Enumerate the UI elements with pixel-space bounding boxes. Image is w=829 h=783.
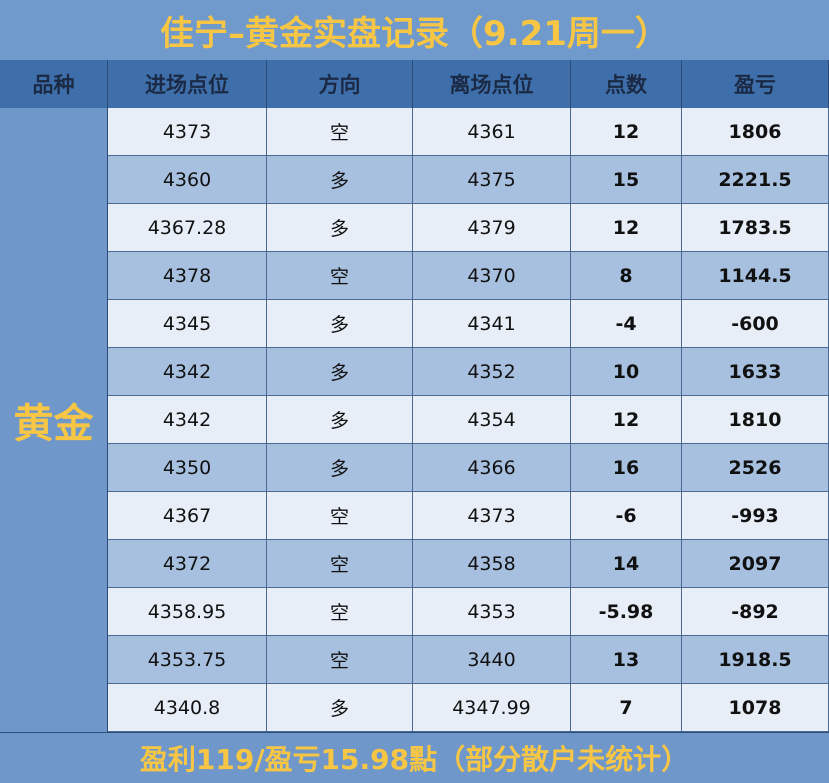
- table-cell: 4347.99: [413, 684, 571, 731]
- table-row: 4350 多 4366 16 2526: [108, 444, 829, 492]
- table-cell: 8: [571, 252, 682, 299]
- table-cell: 空: [267, 540, 413, 587]
- header-cell: 方向: [267, 60, 413, 108]
- table-cell: 空: [267, 492, 413, 539]
- table-cell: 4352: [413, 348, 571, 395]
- table-cell: -892: [682, 588, 829, 635]
- table-cell: 4372: [108, 540, 267, 587]
- table-cell: 1806: [682, 108, 829, 155]
- table-cell: 16: [571, 444, 682, 491]
- table-row: 4373 空 4361 12 1806: [108, 108, 829, 156]
- table-row: 4342 多 4352 10 1633: [108, 348, 829, 396]
- table-cell: 12: [571, 204, 682, 251]
- table-cell: 1078: [682, 684, 829, 731]
- table-cell: 15: [571, 156, 682, 203]
- table-cell: 4379: [413, 204, 571, 251]
- table-cell: 4373: [413, 492, 571, 539]
- table-cell: 14: [571, 540, 682, 587]
- table-cell: 1783.5: [682, 204, 829, 251]
- footer: 盈利119/盈亏15.98點（部分散户未统计）: [0, 732, 829, 783]
- table-cell: 4353: [413, 588, 571, 635]
- table-row: 4378 空 4370 8 1144.5: [108, 252, 829, 300]
- header-cell: 点数: [571, 60, 682, 108]
- table-cell: 4366: [413, 444, 571, 491]
- table-cell: 多: [267, 204, 413, 251]
- table-cell: 13: [571, 636, 682, 683]
- table-cell: 4358: [413, 540, 571, 587]
- table-cell: 空: [267, 252, 413, 299]
- table-cell: 4375: [413, 156, 571, 203]
- table-cell: 空: [267, 108, 413, 155]
- table-cell: 2221.5: [682, 156, 829, 203]
- table-cell: 多: [267, 396, 413, 443]
- header-cell: 进场点位: [108, 60, 267, 108]
- table-cell: 多: [267, 300, 413, 347]
- table-cell: -5.98: [571, 588, 682, 635]
- header-cell: 离场点位: [413, 60, 571, 108]
- table-cell: 4342: [108, 348, 267, 395]
- table-cell: 2097: [682, 540, 829, 587]
- table-row: 4372 空 4358 14 2097: [108, 540, 829, 588]
- table-cell: -4: [571, 300, 682, 347]
- table-cell: 12: [571, 108, 682, 155]
- table-cell: 4341: [413, 300, 571, 347]
- table-cell: 多: [267, 684, 413, 731]
- table-cell: 1144.5: [682, 252, 829, 299]
- header-cell: 品种: [0, 60, 108, 108]
- table-cell: 多: [267, 348, 413, 395]
- table-cell: 4354: [413, 396, 571, 443]
- table-cell: 4340.8: [108, 684, 267, 731]
- table-cell: 4350: [108, 444, 267, 491]
- table-row: 4367.28 多 4379 12 1783.5: [108, 204, 829, 252]
- table-cell: 1918.5: [682, 636, 829, 683]
- table-cell: 4345: [108, 300, 267, 347]
- table-cell: 1810: [682, 396, 829, 443]
- table-cell: 10: [571, 348, 682, 395]
- table-cell: 空: [267, 636, 413, 683]
- table-row: 4367 空 4373 -6 -993: [108, 492, 829, 540]
- table-cell: 4353.75: [108, 636, 267, 683]
- header-row: 品种 进场点位 方向 离场点位 点数 盈亏: [0, 60, 829, 108]
- header-cell: 盈亏: [682, 60, 829, 108]
- table-cell: -993: [682, 492, 829, 539]
- table-cell: 4361: [413, 108, 571, 155]
- table-cell: 12: [571, 396, 682, 443]
- table-cell: 4378: [108, 252, 267, 299]
- table-cell: 4373: [108, 108, 267, 155]
- table-cell: -6: [571, 492, 682, 539]
- table-cell: 多: [267, 444, 413, 491]
- table-cell: 4358.95: [108, 588, 267, 635]
- table-cell: 4367: [108, 492, 267, 539]
- table-cell: 3440: [413, 636, 571, 683]
- table-row: 4353.75 空 3440 13 1918.5: [108, 636, 829, 684]
- table-row: 4358.95 空 4353 -5.98 -892: [108, 588, 829, 636]
- table-cell: 4370: [413, 252, 571, 299]
- table-body: 4373 空 4361 12 1806 4360 多 4375 15 2221.5 4367.28 多…: [108, 108, 829, 732]
- table-cell: 空: [267, 588, 413, 635]
- table-row: 4340.8 多 4347.99 7 1078: [108, 684, 829, 732]
- table-cell: 4342: [108, 396, 267, 443]
- category-cell: 黄金: [0, 108, 108, 732]
- table-row: 4345 多 4341 -4 -600: [108, 300, 829, 348]
- table-cell: 1633: [682, 348, 829, 395]
- table-row: 4342 多 4354 12 1810: [108, 396, 829, 444]
- table-cell: 4360: [108, 156, 267, 203]
- table-row: 4360 多 4375 15 2221.5: [108, 156, 829, 204]
- table-cell: 2526: [682, 444, 829, 491]
- table-cell: -600: [682, 300, 829, 347]
- title: 佳宁–黄金实盘记录（9.21周一）: [0, 0, 829, 60]
- table-cell: 7: [571, 684, 682, 731]
- table-cell: 多: [267, 156, 413, 203]
- table-cell: 4367.28: [108, 204, 267, 251]
